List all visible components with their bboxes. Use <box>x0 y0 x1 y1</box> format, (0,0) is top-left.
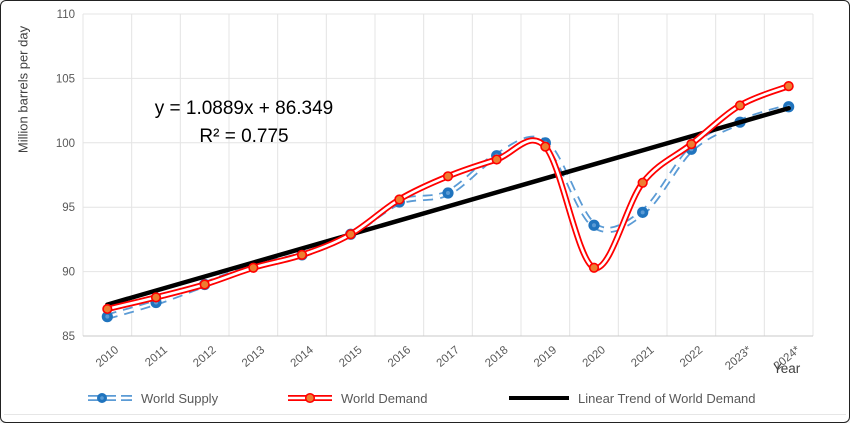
legend: World Supply World Demand Linear Trend o… <box>1 386 849 410</box>
world-demand-data-point <box>637 177 648 188</box>
world-demand-data-point <box>442 171 454 182</box>
trendline-swatch-icon <box>509 396 569 400</box>
world-demand-data-point <box>783 81 794 92</box>
world-demand-data-point <box>150 292 162 303</box>
x-tick-label: 2014 <box>289 344 317 370</box>
world-demand-data-point <box>296 249 308 260</box>
legend-label-world-demand: World Demand <box>341 390 428 406</box>
y-tick-label: 110 <box>57 9 75 21</box>
world-demand-data-point <box>394 194 405 205</box>
x-tick-label: 2013 <box>240 344 267 370</box>
x-axis-title: Year <box>773 361 801 376</box>
legend-label-world-supply: World Supply <box>141 390 219 406</box>
legend-item-world-supply: World Supply <box>87 386 218 410</box>
linear-trend-line <box>105 105 791 307</box>
y-tick-label: 100 <box>56 138 75 150</box>
x-tick-label: 2018 <box>483 344 510 370</box>
world-demand-data-point <box>686 138 697 150</box>
y-tick-label: 105 <box>56 73 75 85</box>
world-supply-line-swatch-icon <box>88 393 132 403</box>
x-tick-label: 2012 <box>191 344 218 370</box>
r-squared-line: R² = 0.775 <box>199 126 289 147</box>
world-demand-data-point <box>734 100 746 111</box>
world-demand-data-point <box>588 262 600 273</box>
y-axis-title: Million barrels per day <box>15 25 31 154</box>
x-tick-label: 2022 <box>678 344 705 370</box>
gridlines <box>82 13 814 337</box>
legend-item-world-demand: World Demand <box>287 386 427 410</box>
x-tick-label: 2021 <box>629 344 656 370</box>
y-tick-label: 95 <box>62 202 75 214</box>
world-demand-data-point <box>345 229 356 240</box>
world-demand-data-point <box>199 279 210 290</box>
axis-tick-labels: 85 90 95 100 105 110 2010 2011 2012 2013 2014 2015 2… <box>56 9 803 373</box>
x-tick-label: 2023* <box>723 344 754 373</box>
y-tick-label: 90 <box>62 267 75 279</box>
x-tick-label: 2016 <box>386 344 413 370</box>
bottom-divider <box>4 414 846 415</box>
world-demand-data-point <box>540 141 551 152</box>
world-demand-data-point <box>102 303 113 315</box>
trendline-equation: y = 1.0889x + 86.349 R² = 0.775 <box>119 95 369 151</box>
world-demand-line-swatch-icon <box>288 392 332 404</box>
x-tick-label: 2019 <box>532 344 559 370</box>
legend-label-linear-trend: Linear Trend of World Demand <box>578 390 756 406</box>
world-demand-data-point <box>491 154 502 165</box>
x-tick-label: 2017 <box>435 344 462 370</box>
equation-line: y = 1.0889x + 86.349 <box>154 98 334 119</box>
x-tick-label: 2011 <box>143 344 170 369</box>
x-tick-label: 2015 <box>337 344 364 370</box>
y-tick-label: 85 <box>62 331 75 343</box>
series-world-demand <box>102 81 794 315</box>
legend-item-linear-trend: Linear Trend of World Demand <box>508 386 756 410</box>
x-tick-label: 2010 <box>94 344 121 370</box>
world-demand-data-point <box>248 262 259 273</box>
x-tick-label: 2020 <box>581 344 608 370</box>
